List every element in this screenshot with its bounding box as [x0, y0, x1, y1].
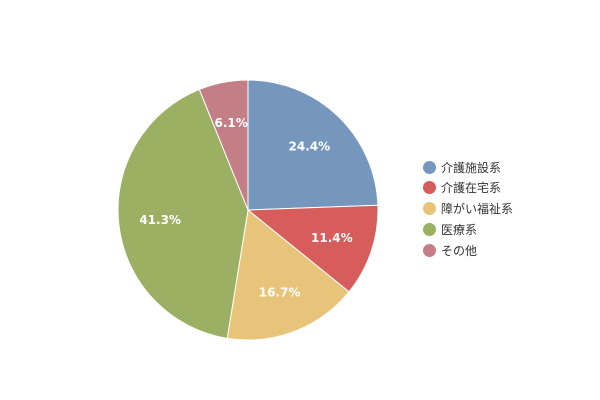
legend-marker-icon [423, 244, 436, 258]
pie-slice-4[interactable] [198, 79, 249, 211]
legend-label: 障がい福祉系 [441, 202, 514, 217]
legend-item-2[interactable]: 障がい福祉系 [423, 199, 513, 219]
pie-slice-0[interactable] [247, 79, 379, 211]
legend-label: 介護施設系 [441, 160, 502, 175]
slice-value-label-3: 41.3% [139, 213, 181, 227]
pie-slice-3[interactable] [117, 88, 249, 339]
legend-label: その他 [441, 244, 478, 259]
legend-label: 医療系 [441, 223, 478, 238]
slice-value-label-0: 24.4% [289, 139, 331, 153]
pie-slice-1[interactable] [246, 204, 379, 293]
legend-label: 介護在宅系 [441, 181, 502, 196]
legend-marker-icon [423, 181, 436, 195]
pie-slices [117, 79, 379, 341]
legend-item-0[interactable]: 介護施設系 [423, 157, 513, 177]
legend-marker-icon [423, 223, 436, 237]
slice-value-label-4: 6.1% [215, 116, 248, 130]
slice-value-label-2: 16.7% [259, 286, 301, 300]
legend-marker-icon [423, 160, 436, 174]
chart-legend: 介護施設系介護在宅系障がい福祉系 医療系その他 [423, 157, 513, 261]
legend-item-3[interactable]: 医療系 [423, 220, 513, 240]
slice-value-label-1: 11.4% [311, 231, 353, 245]
legend-item-4[interactable]: その他 [423, 241, 513, 261]
pie-labels: 24.4% 11.4% 16.7% 41.3% 6.1% [139, 116, 352, 299]
legend-item-1[interactable]: 介護在宅系 [423, 178, 513, 198]
legend-marker-icon [423, 202, 436, 216]
pie-slice-2[interactable] [226, 209, 350, 341]
